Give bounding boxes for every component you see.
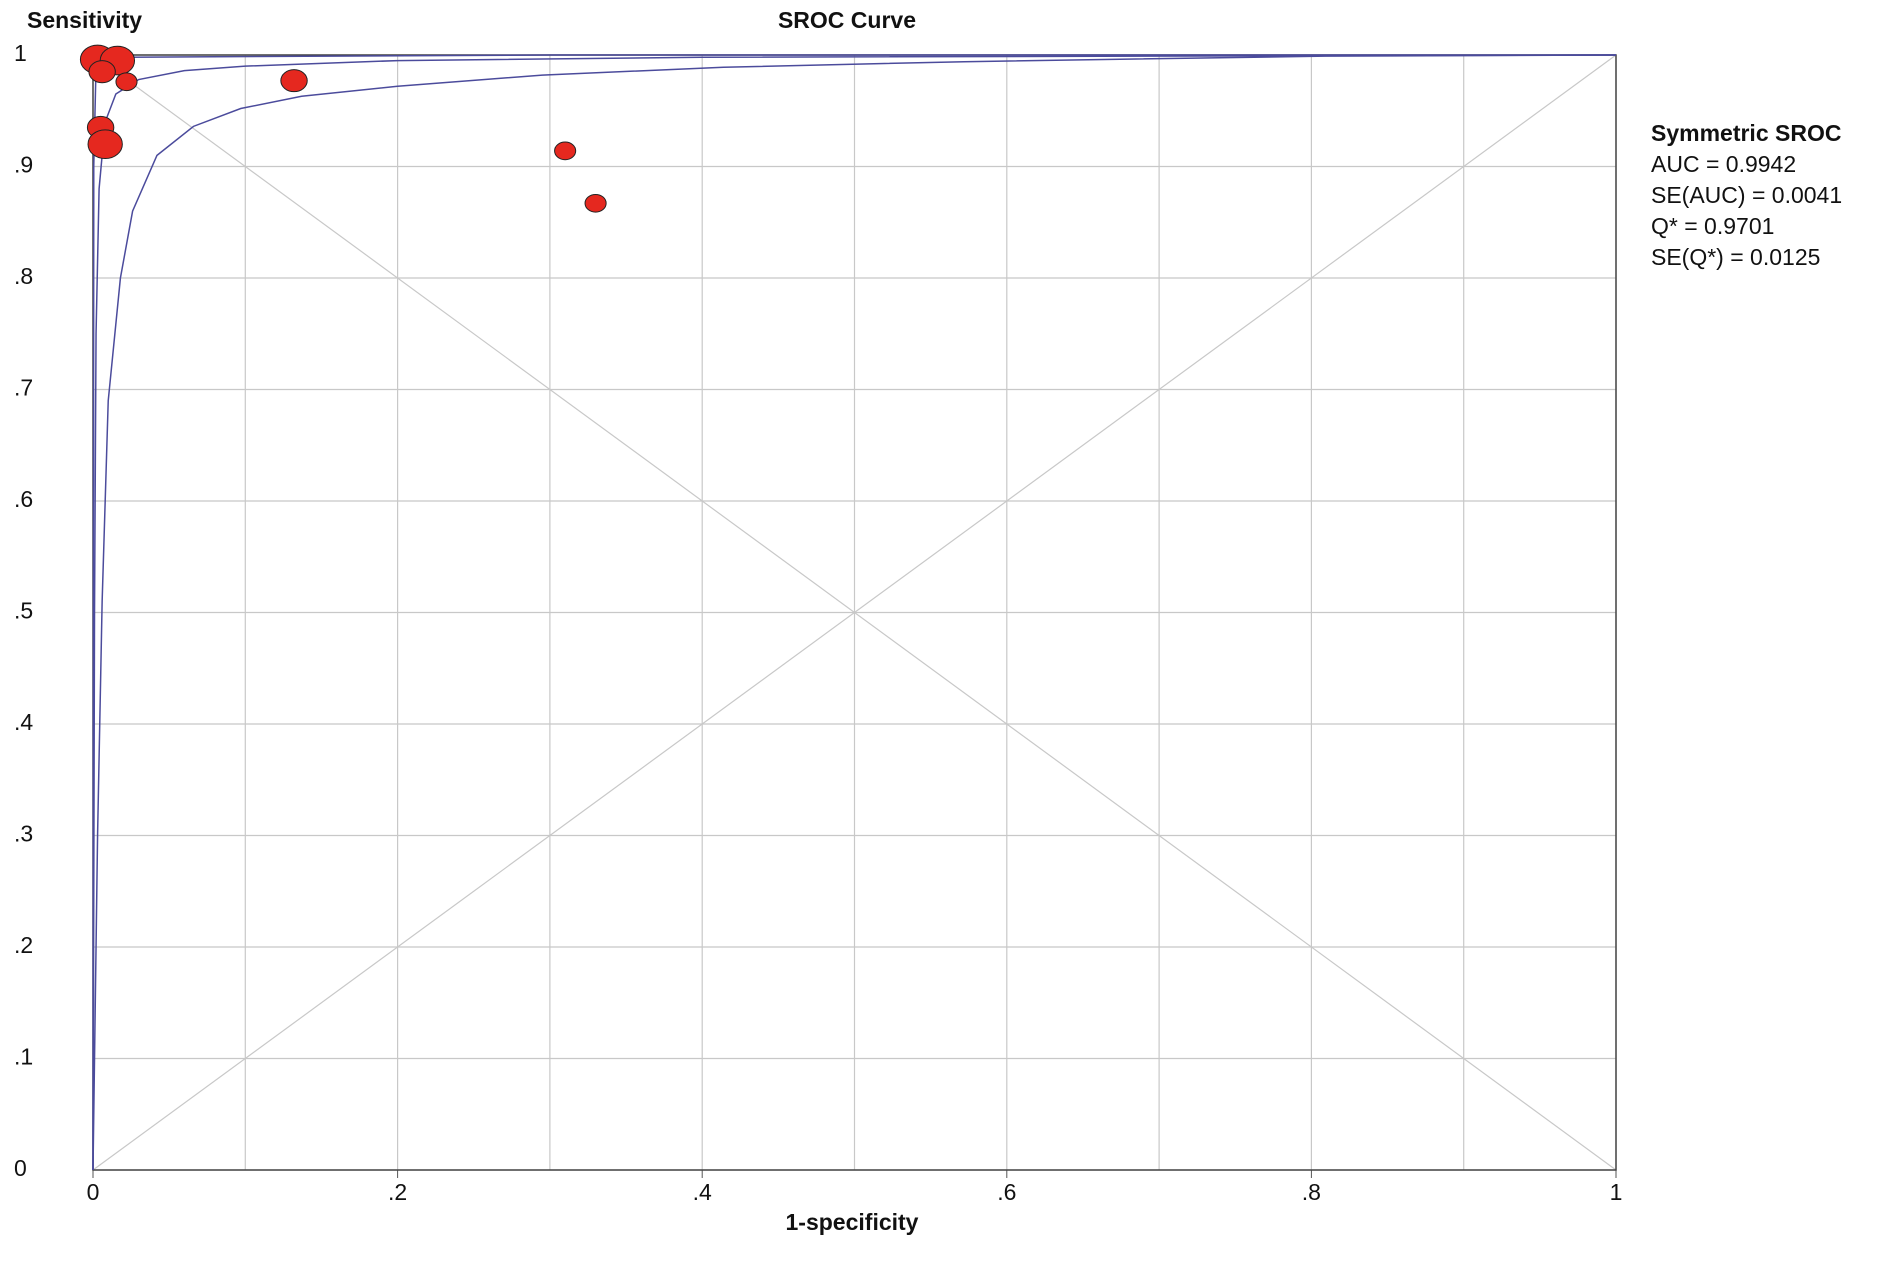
x-tick-label: 0 <box>87 1179 100 1205</box>
sroc-curve <box>92 54 1617 1171</box>
study-point <box>280 69 308 93</box>
study-point <box>554 141 577 161</box>
y-tick-label: 0 <box>14 1155 27 1181</box>
study-point <box>88 60 116 84</box>
study-point <box>584 193 607 213</box>
y-tick-label: 1 <box>14 40 27 66</box>
y-tick-label: .4 <box>14 709 33 735</box>
y-tick-label: .1 <box>14 1044 33 1070</box>
y-tick-label: .5 <box>14 598 33 624</box>
x-tick-label: 1 <box>1610 1179 1623 1205</box>
y-tick-label: .9 <box>14 152 33 178</box>
legend-stat: SE(AUC) = 0.0041 <box>1651 182 1842 208</box>
x-tick-label: .4 <box>693 1179 712 1205</box>
x-tick-label: .8 <box>1302 1179 1321 1205</box>
y-tick-label: .3 <box>14 821 33 847</box>
study-point <box>87 129 123 160</box>
legend-stat: Q* = 0.9701 <box>1651 213 1774 239</box>
y-tick-label: .8 <box>14 263 33 289</box>
y-tick-label: .2 <box>14 932 33 958</box>
y-tick-label: .6 <box>14 486 33 512</box>
x-axis-label: 1-specificity <box>786 1209 919 1235</box>
y-axis-label: Sensitivity <box>27 7 142 33</box>
legend-stat: SE(Q*) = 0.0125 <box>1651 244 1820 270</box>
legend-title: Symmetric SROC <box>1651 120 1841 146</box>
x-tick-label: .2 <box>388 1179 407 1205</box>
x-tick-label: .6 <box>997 1179 1016 1205</box>
study-point <box>115 72 138 92</box>
y-tick-label: .7 <box>14 375 33 401</box>
legend-stat: AUC = 0.9942 <box>1651 151 1796 177</box>
diagonal <box>92 54 1617 1171</box>
chart-title: SROC Curve <box>778 7 916 33</box>
